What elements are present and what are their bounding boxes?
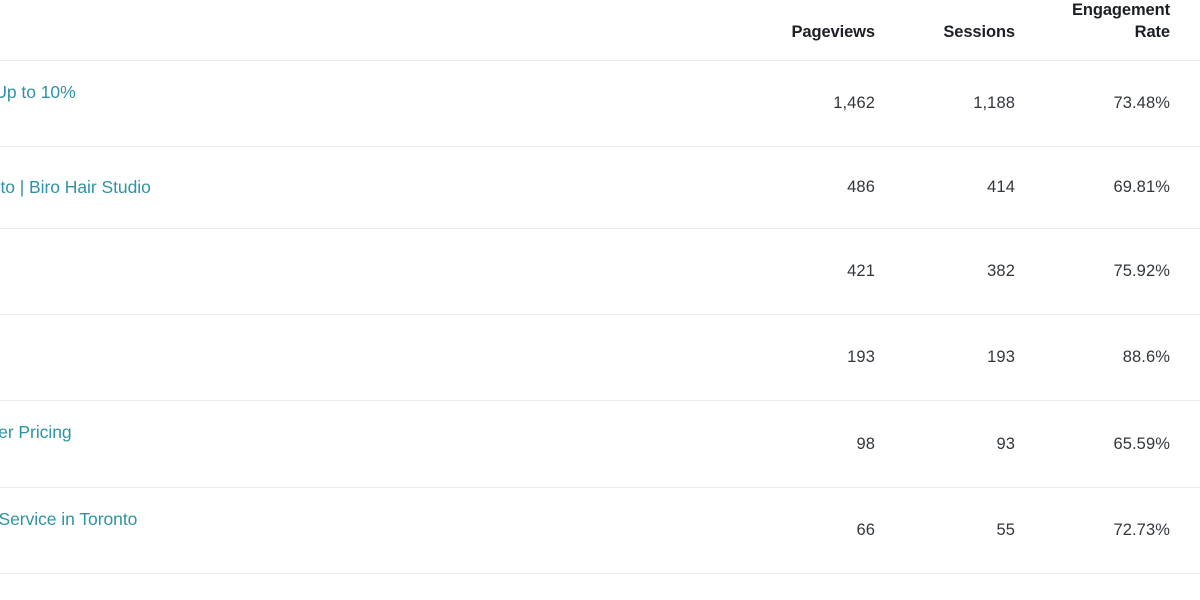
engagement-rate-value: 75.92% <box>1040 228 1195 315</box>
engagement-rate-value: 72.73% <box>1040 487 1195 574</box>
sessions-secondary-value <box>1195 228 1200 315</box>
table-row: st | Biro Hair Studio / 193 193 88.6% <box>0 314 1200 401</box>
page-url-text: -scalp-treatment/ <box>0 108 735 126</box>
page-cell: se Scalp Treatment in Toronto | Save Up … <box>0 60 760 147</box>
engagement-rate-value: 65.59% <box>1040 400 1195 488</box>
sessions-secondary-value <box>1195 487 1200 574</box>
page-cell: Service Near Me in North York Toronto | … <box>0 573 760 600</box>
table-body: se Scalp Treatment in Toronto | Save Up … <box>0 60 1200 600</box>
page-cell: ox Treatment in Toronto | Special Winter… <box>0 400 760 488</box>
page-url-text: x-toronto/ <box>0 449 735 467</box>
table-header-row: Pageviews Sessions Engagement Rate Sessi <box>0 0 1200 61</box>
page-cell: st | Biro Hair Studio / <box>0 314 760 401</box>
pageviews-value: 421 <box>760 228 900 315</box>
sessions-value: 47 <box>900 573 1040 600</box>
pageviews-value: 55 <box>760 573 900 600</box>
page-title-link[interactable]: gical Hair Replacement | Hair System Ser… <box>0 508 138 529</box>
page-title-link[interactable]: ppointment | Biro Hair Studio <box>0 249 735 272</box>
column-header-sessions[interactable]: Sessions <box>900 0 1040 61</box>
table-row: ox Treatment in Toronto | Special Winter… <box>0 400 1200 488</box>
sessions-value: 193 <box>900 314 1040 401</box>
pageviews-value: 66 <box>760 487 900 574</box>
sessions-value: 93 <box>900 400 1040 488</box>
page-title-link[interactable]: se Scalp Treatment in Toronto | Save Up … <box>0 81 76 102</box>
sessions-value: 1,188 <box>900 60 1040 147</box>
page-title-link[interactable]: ox Treatment in Toronto | Special Winter… <box>0 422 72 443</box>
table-row: Service Near Me in North York Toronto | … <box>0 573 1200 600</box>
pageviews-value: 486 <box>760 146 900 229</box>
sessions-secondary-value <box>1195 146 1200 229</box>
page-url-text: / <box>0 363 735 381</box>
engagement-rate-value: 69.81% <box>1040 146 1195 229</box>
page-url-text: ical-hair-replacement-toronto/ <box>0 535 735 553</box>
column-header-page[interactable] <box>0 0 760 61</box>
sessions-value: 382 <box>900 228 1040 315</box>
engagement-rate-value: 100% <box>1040 573 1195 600</box>
sessions-secondary-value <box>1195 60 1200 147</box>
page-title-link[interactable]: Luxury Hair Salon in North York, Toronto… <box>0 176 151 197</box>
column-header-sessions-secondary[interactable]: Sessi <box>1195 0 1200 61</box>
table-header: Pageviews Sessions Engagement Rate Sessi <box>0 0 1200 61</box>
engagement-rate-value: 88.6% <box>1040 314 1195 401</box>
table-row: se Scalp Treatment in Toronto | Save Up … <box>0 60 1200 147</box>
page-cell: Luxury Hair Salon in North York, Toronto… <box>0 146 760 229</box>
sessions-value: 55 <box>900 487 1040 574</box>
table-row: Luxury Hair Salon in North York, Toronto… <box>0 146 1200 229</box>
page-url-text: pointment/ <box>0 277 735 295</box>
sessions-secondary-value <box>1195 314 1200 401</box>
page-cell: ppointment | Biro Hair Studio pointment/ <box>0 228 760 315</box>
pageviews-value: 1,462 <box>760 60 900 147</box>
column-header-pageviews[interactable]: Pageviews <box>760 0 900 61</box>
page-cell: gical Hair Replacement | Hair System Ser… <box>0 487 760 574</box>
sessions-secondary-value <box>1195 573 1200 600</box>
pageviews-value: 98 <box>760 400 900 488</box>
pageviews-value: 193 <box>760 314 900 401</box>
column-header-engagement-rate[interactable]: Engagement Rate <box>1040 0 1195 61</box>
sessions-secondary-value <box>1195 400 1200 488</box>
engagement-rate-value: 73.48% <box>1040 60 1195 147</box>
table-row: ppointment | Biro Hair Studio pointment/… <box>0 228 1200 315</box>
sessions-value: 414 <box>900 146 1040 229</box>
table-row: gical Hair Replacement | Hair System Ser… <box>0 487 1200 574</box>
page-title-link[interactable]: st | Biro Hair Studio <box>0 335 735 358</box>
